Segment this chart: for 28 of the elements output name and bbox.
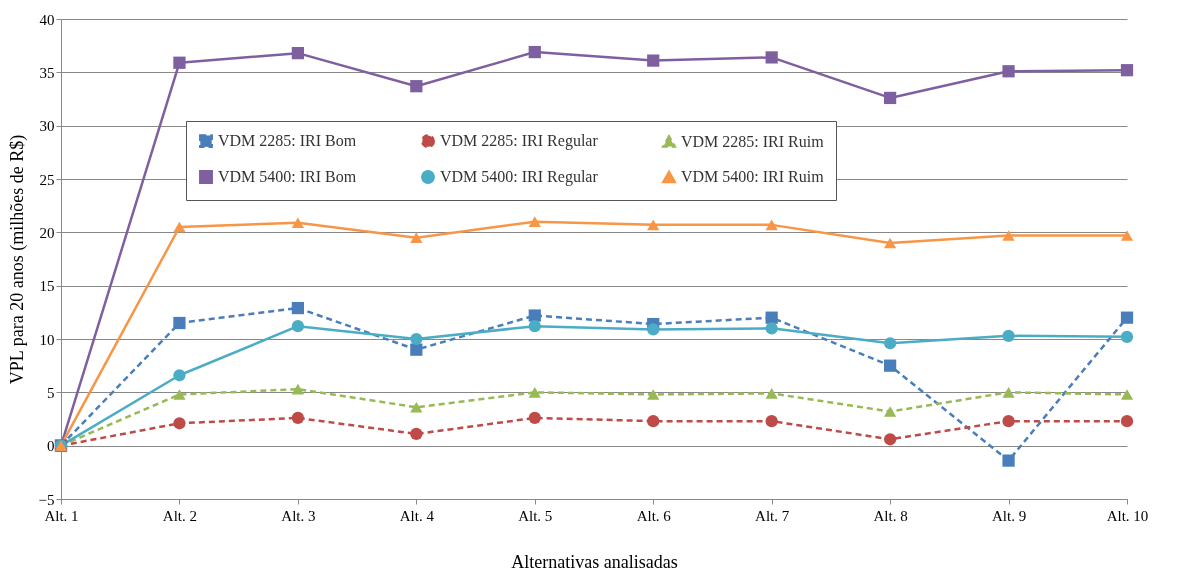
legend-label: VDM 2285: IRI Ruim bbox=[681, 132, 825, 150]
x-tick-label: Alt. 8 bbox=[873, 507, 908, 524]
x-tick-label: Alt. 2 bbox=[162, 507, 198, 524]
y-tick-label: −5 bbox=[38, 491, 55, 508]
legend-label: VDM 5400: IRI Ruim bbox=[681, 168, 825, 185]
y-tick-label: 10 bbox=[39, 331, 55, 348]
y-tick-label: 30 bbox=[39, 118, 55, 135]
legend-label: VDM 5400: IRI Bom bbox=[218, 168, 357, 185]
y-tick-label: 5 bbox=[47, 384, 55, 401]
x-tick-label: Alt. 1 bbox=[44, 507, 79, 524]
legend-label: VDM 2285: IRI Regular bbox=[440, 132, 599, 151]
y-axis-title: VPL para 20 anos (milhões de R$) bbox=[6, 134, 28, 385]
legend-label: VDM 5400: IRI Regular bbox=[440, 168, 599, 186]
x-tick-label: Alt. 9 bbox=[991, 507, 1027, 524]
y-tick-label: 15 bbox=[39, 278, 55, 295]
y-tick-label: 35 bbox=[39, 64, 55, 81]
x-tick-label: Alt. 10 bbox=[1106, 507, 1149, 524]
y-tick-label: 20 bbox=[39, 224, 55, 241]
x-axis-title: Alternativas analisadas bbox=[511, 551, 678, 572]
x-tick-label: Alt. 7 bbox=[755, 507, 790, 524]
y-tick-label: 0 bbox=[47, 438, 55, 455]
y-tick-label: 40 bbox=[39, 11, 55, 28]
x-tick-label: Alt. 5 bbox=[518, 507, 553, 524]
y-tick-label: 25 bbox=[39, 171, 55, 188]
x-tick-label: Alt. 3 bbox=[281, 507, 316, 524]
x-tick-label: Alt. 4 bbox=[399, 507, 435, 524]
x-tick-label: Alt. 6 bbox=[636, 507, 672, 524]
legend-label: VDM 2285: IRI Bom bbox=[218, 132, 357, 150]
